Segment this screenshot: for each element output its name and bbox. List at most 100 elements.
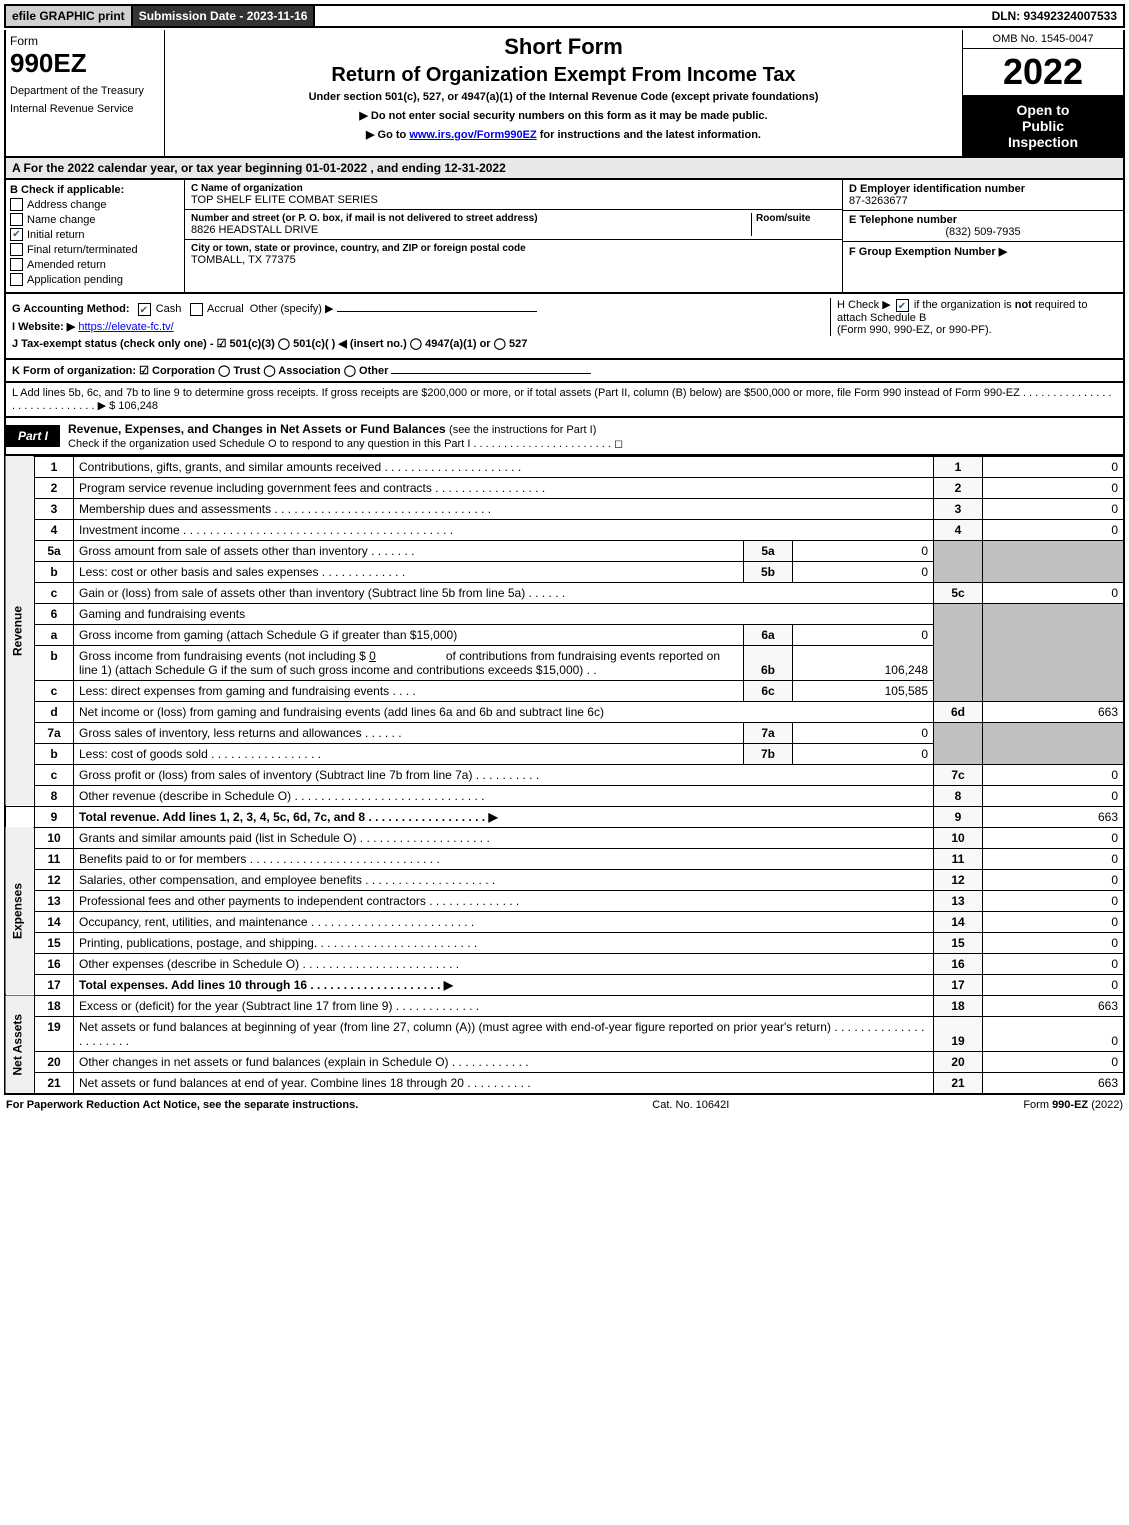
l4-b: 4 <box>934 519 983 540</box>
irs-link[interactable]: www.irs.gov/Form990EZ <box>409 129 536 141</box>
l7a-ib: 7a <box>744 722 793 743</box>
instr-link: ▶ Go to www.irs.gov/Form990EZ for instru… <box>169 128 958 141</box>
h-text1: H Check ▶ <box>837 299 894 311</box>
l10-n: 10 <box>35 827 74 848</box>
cb-amended-label: Amended return <box>27 259 106 271</box>
form-label: Form <box>10 34 160 48</box>
dept-treasury: Department of the Treasury <box>10 85 160 97</box>
l7a-t: Gross sales of inventory, less returns a… <box>74 722 744 743</box>
l6c-ib: 6c <box>744 680 793 701</box>
main-title: Return of Organization Exempt From Incom… <box>169 64 958 87</box>
line-a: A For the 2022 calendar year, or tax yea… <box>4 158 1125 180</box>
e-row: E Telephone number (832) 509-7935 <box>843 211 1123 242</box>
footer-right-post: (2022) <box>1088 1099 1123 1111</box>
l3-t: Membership dues and assessments . . . . … <box>74 498 934 519</box>
section-bcdef: B Check if applicable: Address change Na… <box>4 180 1125 294</box>
rot-netassets: Net Assets <box>5 995 35 1094</box>
l21-b: 21 <box>934 1072 983 1094</box>
l13-a: 0 <box>983 890 1125 911</box>
l1-n: 1 <box>35 456 74 477</box>
l-amount: 106,248 <box>118 400 158 412</box>
l15-n: 15 <box>35 932 74 953</box>
l5a-ia: 0 <box>793 540 934 561</box>
cb-application-pending[interactable]: Application pending <box>10 273 180 286</box>
l6-n: 6 <box>35 603 74 624</box>
l3-a: 0 <box>983 498 1125 519</box>
l7b-ib: 7b <box>744 743 793 764</box>
l10-b: 10 <box>934 827 983 848</box>
part1-title-text: Revenue, Expenses, and Changes in Net As… <box>68 422 449 436</box>
cb-amended-return[interactable]: Amended return <box>10 258 180 271</box>
telephone: (832) 509-7935 <box>849 226 1117 238</box>
l18-t: Excess or (deficit) for the year (Subtra… <box>74 995 934 1016</box>
l17-n: 17 <box>35 974 74 995</box>
l5c-b: 5c <box>934 582 983 603</box>
footer-right-pre: Form <box>1023 1099 1052 1111</box>
website-link[interactable]: https://elevate-fc.tv/ <box>78 321 173 333</box>
footer-left: For Paperwork Reduction Act Notice, see … <box>6 1099 358 1111</box>
org-city: TOMBALL, TX 77375 <box>191 254 836 266</box>
l16-a: 0 <box>983 953 1125 974</box>
l7b-ia: 0 <box>793 743 934 764</box>
submission-date: Submission Date - 2023-11-16 <box>133 6 316 26</box>
l7-gray <box>934 722 983 764</box>
l6c-n: c <box>35 680 74 701</box>
g-cash: Cash <box>156 303 182 315</box>
g-accrual-cb[interactable] <box>190 303 203 316</box>
subtitle: Under section 501(c), 527, or 4947(a)(1)… <box>169 91 958 103</box>
top-bar: efile GRAPHIC print Submission Date - 20… <box>4 4 1125 28</box>
k-other-line[interactable] <box>391 373 591 374</box>
l18-b: 18 <box>934 995 983 1016</box>
l5c-n: c <box>35 582 74 603</box>
cb-name-label: Name change <box>27 214 96 226</box>
section-ghij: H Check ▶ if the organization is not req… <box>4 294 1125 360</box>
e-label: E Telephone number <box>849 214 1117 226</box>
l7c-b: 7c <box>934 764 983 785</box>
efile-print[interactable]: efile GRAPHIC print <box>6 6 133 26</box>
l12-n: 12 <box>35 869 74 890</box>
l20-b: 20 <box>934 1051 983 1072</box>
l7b-t: Less: cost of goods sold . . . . . . . .… <box>74 743 744 764</box>
l10-a: 0 <box>983 827 1125 848</box>
g-other-line[interactable] <box>337 311 537 312</box>
h-checkbox[interactable] <box>896 299 909 312</box>
l6c-ia: 105,585 <box>793 680 934 701</box>
l6b-n: b <box>35 645 74 680</box>
l2-a: 0 <box>983 477 1125 498</box>
l5b-t: Less: cost or other basis and sales expe… <box>74 561 744 582</box>
open3: Inspection <box>969 134 1117 150</box>
part1-check-line: Check if the organization used Schedule … <box>68 438 623 450</box>
l6-gray2 <box>983 603 1125 701</box>
form-number: 990EZ <box>10 48 160 79</box>
l9-n: 9 <box>35 806 74 827</box>
instr2-post: for instructions and the latest informat… <box>537 129 761 141</box>
l19-t: Net assets or fund balances at beginning… <box>74 1016 934 1051</box>
l-text: L Add lines 5b, 6c, and 7b to line 9 to … <box>12 387 1112 412</box>
l21-a: 663 <box>983 1072 1125 1094</box>
cb-address-label: Address change <box>27 199 107 211</box>
l20-a: 0 <box>983 1051 1125 1072</box>
l17-a: 0 <box>983 974 1125 995</box>
cb-address-change[interactable]: Address change <box>10 198 180 211</box>
l13-b: 13 <box>934 890 983 911</box>
cb-initial-return[interactable]: ✔Initial return <box>10 228 180 241</box>
h-not: not <box>1015 299 1032 311</box>
footer: For Paperwork Reduction Act Notice, see … <box>4 1095 1125 1115</box>
f-label: F Group Exemption Number ▶ <box>849 246 1007 258</box>
cb-final-return[interactable]: Final return/terminated <box>10 243 180 256</box>
g-label: G Accounting Method: <box>12 303 130 315</box>
g-other: Other (specify) ▶ <box>250 303 334 315</box>
l6c-t: Less: direct expenses from gaming and fu… <box>74 680 744 701</box>
l6d-b: 6d <box>934 701 983 722</box>
g-cash-cb[interactable] <box>138 303 151 316</box>
l2-b: 2 <box>934 477 983 498</box>
l7a-ia: 0 <box>793 722 934 743</box>
l10-t: Grants and similar amounts paid (list in… <box>74 827 934 848</box>
part1-header: Part I Revenue, Expenses, and Changes in… <box>4 418 1125 456</box>
l6d-t: Net income or (loss) from gaming and fun… <box>74 701 934 722</box>
col-def: D Employer identification number 87-3263… <box>842 180 1123 292</box>
l11-b: 11 <box>934 848 983 869</box>
l11-n: 11 <box>35 848 74 869</box>
open-public: Open to Public Inspection <box>963 96 1123 156</box>
cb-name-change[interactable]: Name change <box>10 213 180 226</box>
